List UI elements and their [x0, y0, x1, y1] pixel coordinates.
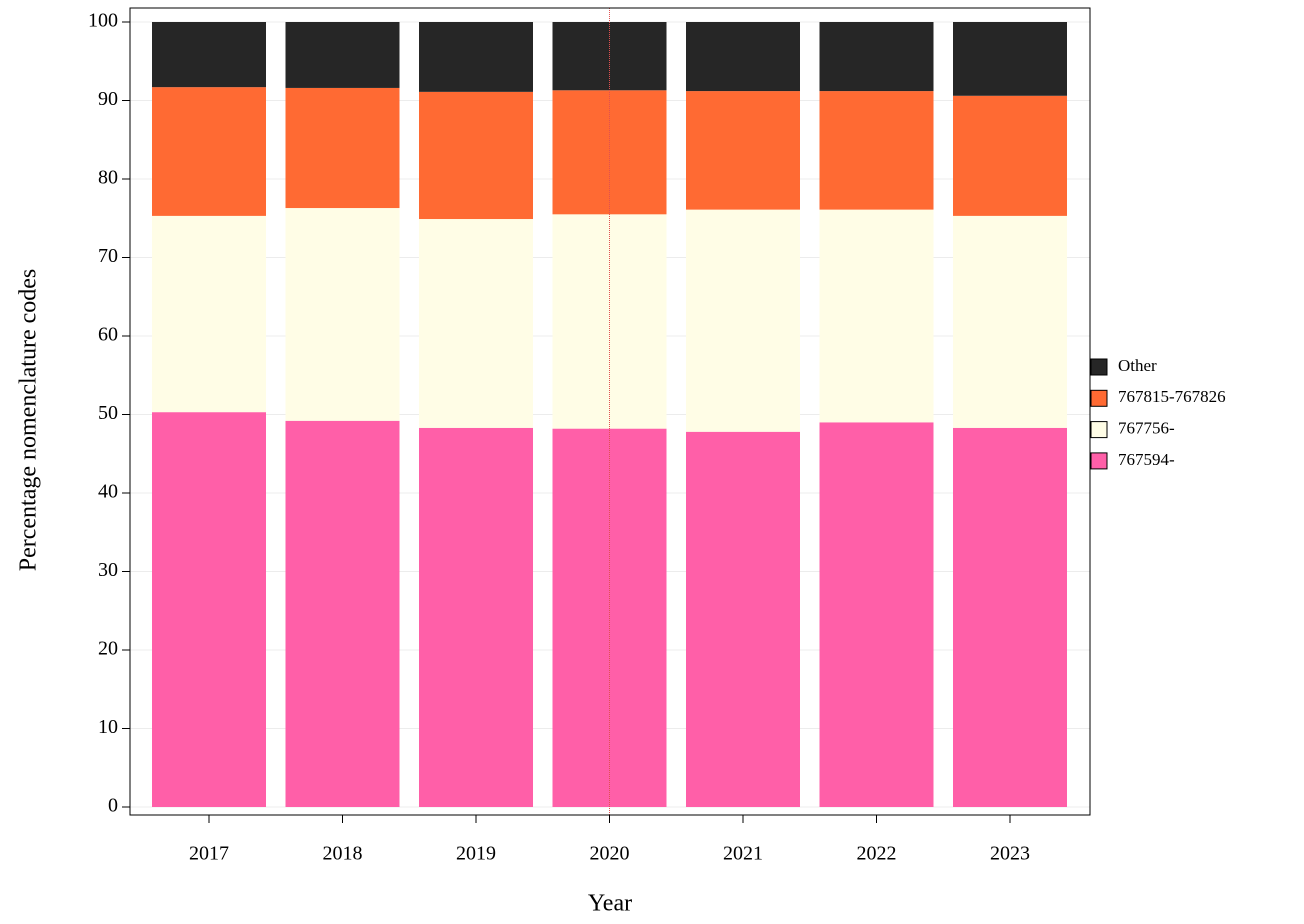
bar-segment: [953, 22, 1067, 96]
bar-segment: [419, 427, 533, 807]
bar-segment: [686, 22, 800, 92]
y-tick-label: 100: [88, 10, 118, 32]
y-tick-label: 60: [98, 324, 118, 346]
bar-segment: [285, 87, 400, 209]
bar-segment: [953, 427, 1067, 807]
bar-segment: [419, 91, 533, 220]
legend-label: Other: [1118, 356, 1157, 375]
bar-segment: [285, 420, 400, 807]
bar-segment: [285, 22, 400, 88]
legend-swatch: [1090, 421, 1108, 439]
bar-segment: [152, 412, 266, 807]
bar-segment: [152, 87, 266, 216]
bar-segment: [686, 209, 800, 432]
plot-frame: [129, 7, 1091, 816]
bar-segment: [686, 91, 800, 210]
y-tick-label: 50: [98, 402, 118, 424]
bar-segment: [152, 215, 266, 413]
x-tick-label: 2020: [590, 843, 630, 865]
y-tick-label: 90: [98, 88, 118, 110]
legend-label: 767756-: [1118, 419, 1175, 438]
bar-segment: [285, 208, 400, 421]
x-tick-label: 2019: [456, 843, 496, 865]
x-tick-label: 2023: [990, 843, 1030, 865]
bar-segment: [152, 22, 266, 88]
x-tick-label: 2017: [189, 843, 229, 865]
bar-segment: [819, 422, 934, 807]
legend-swatch: [1090, 452, 1108, 470]
x-tick-label: 2022: [857, 843, 897, 865]
x-tick-label: 2018: [323, 843, 363, 865]
bar-segment: [419, 219, 533, 428]
legend-label: 767815-767826: [1118, 387, 1226, 406]
y-tick-label: 30: [98, 559, 118, 581]
bar-segment: [419, 22, 533, 92]
bar-segment: [819, 209, 934, 423]
y-tick-label: 0: [108, 795, 118, 817]
legend-swatch: [1090, 358, 1108, 376]
y-tick-label: 40: [98, 481, 118, 503]
bar-segment: [819, 91, 934, 210]
bar-segment: [953, 95, 1067, 216]
x-tick-label: 2021: [723, 843, 763, 865]
legend-label: 767594-: [1118, 450, 1175, 469]
legend-swatch: [1090, 389, 1108, 407]
y-tick-label: 10: [98, 716, 118, 738]
y-axis-title: Percentage nomenclature codes: [16, 269, 42, 572]
y-tick-label: 20: [98, 638, 118, 660]
y-tick-label: 80: [98, 167, 118, 189]
bar-segment: [953, 215, 1067, 428]
bar-segment: [552, 428, 667, 807]
bar-segment: [686, 431, 800, 807]
bar-segment: [819, 22, 934, 92]
x-axis-title: Year: [588, 891, 632, 917]
y-tick-label: 70: [98, 245, 118, 267]
